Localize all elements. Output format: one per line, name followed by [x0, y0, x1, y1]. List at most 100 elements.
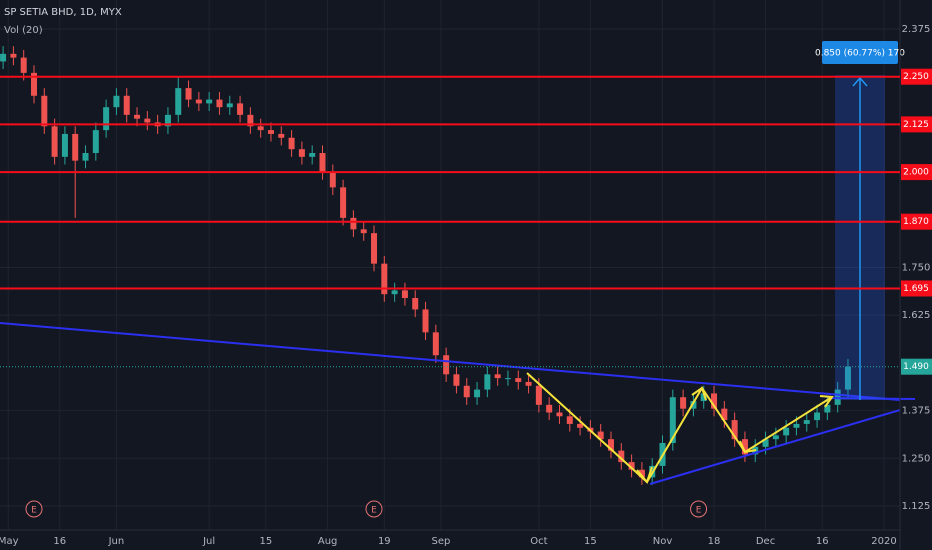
- event-marker: [25, 500, 43, 518]
- candle-body: [298, 149, 305, 157]
- candle-body: [484, 374, 491, 390]
- x-tick-label: Nov: [653, 536, 673, 547]
- candle-body: [0, 53, 7, 62]
- candle-body: [391, 290, 398, 295]
- candle-body: [669, 397, 676, 444]
- candle-body: [474, 389, 481, 398]
- candle-body: [185, 88, 192, 100]
- candle-body: [412, 298, 419, 310]
- candle-body: [844, 366, 851, 390]
- candle-body: [618, 450, 625, 463]
- event-marker: [690, 500, 708, 518]
- x-tick-label: 15: [259, 536, 272, 547]
- candle-body: [144, 118, 151, 123]
- candle-body: [31, 72, 38, 96]
- level-label: 2.000: [903, 168, 929, 178]
- candle-body: [92, 130, 99, 154]
- candle-body: [61, 133, 68, 157]
- y-tick-label: 1.750: [902, 262, 931, 273]
- candle-body: [504, 378, 511, 380]
- x-tick-label: Sep: [432, 536, 451, 547]
- candle-body: [824, 404, 831, 413]
- candle-body: [103, 107, 110, 131]
- candle-body: [350, 217, 357, 230]
- candle-body: [607, 439, 614, 451]
- candle-body: [525, 381, 532, 386]
- x-tick-label: 18: [708, 536, 721, 547]
- candle-body: [772, 435, 779, 440]
- candle-body: [10, 53, 17, 58]
- x-tick-label: Jun: [108, 536, 125, 547]
- candle-body: [515, 378, 522, 382]
- candle-body: [41, 95, 48, 127]
- x-tick-label: 15: [584, 536, 597, 547]
- y-tick-label: 1.375: [902, 406, 931, 417]
- candle-body: [494, 374, 501, 379]
- trend-line: [0, 322, 901, 401]
- candle-body: [113, 95, 120, 108]
- candle-body: [20, 57, 27, 73]
- candle-body: [340, 187, 347, 218]
- candle-body: [206, 99, 213, 104]
- level-label-box: [901, 116, 932, 133]
- y-tick-label: 1.625: [902, 310, 931, 321]
- x-tick-label: 19: [378, 536, 391, 547]
- y-tick-label: 2.375: [902, 24, 931, 35]
- candle-body: [381, 263, 388, 295]
- x-tick-label: May: [0, 536, 19, 547]
- candle-body: [123, 95, 130, 115]
- candle-body: [721, 408, 728, 421]
- event-label: E: [371, 506, 377, 516]
- candle-body: [638, 469, 645, 478]
- candle-body: [762, 439, 769, 447]
- candle-body: [329, 172, 336, 188]
- arrow-head: [691, 386, 707, 401]
- candle-body: [401, 290, 408, 299]
- candle-body: [288, 137, 295, 150]
- last-price-label: 1.490: [903, 362, 929, 372]
- candle-body: [690, 401, 697, 409]
- candle-body: [319, 153, 326, 173]
- candle-body: [72, 133, 79, 161]
- level-label-box: [901, 280, 932, 297]
- measure-label-box: [822, 41, 898, 64]
- x-tick-label: Jul: [202, 536, 215, 547]
- level-label-box: [901, 164, 932, 181]
- arrow-head: [739, 440, 757, 454]
- candle-body: [556, 412, 563, 417]
- trend-line: [649, 409, 901, 485]
- candle-body: [711, 393, 718, 409]
- candle-body: [741, 439, 748, 455]
- candle-body: [216, 99, 223, 108]
- candle-body: [134, 114, 141, 119]
- candle-body: [597, 431, 604, 440]
- candle-body: [628, 462, 635, 470]
- x-tick-label: 16: [816, 536, 829, 547]
- candle-body: [82, 153, 89, 161]
- subtitle: Vol (20): [4, 25, 43, 36]
- x-tick-label: Oct: [530, 536, 547, 547]
- event-label: E: [31, 506, 37, 516]
- candle-body: [535, 385, 542, 405]
- event-marker: [365, 500, 383, 518]
- last-price-box: [901, 358, 932, 375]
- arrow-head: [852, 76, 868, 87]
- chart-title: SP SETIA BHD, 1D, MYX: [4, 7, 122, 18]
- candle-body: [422, 309, 429, 333]
- level-label: 2.125: [903, 120, 929, 130]
- candle-body: [51, 126, 58, 157]
- candle-body: [577, 423, 584, 428]
- candle-body: [257, 126, 264, 131]
- level-label: 1.695: [903, 284, 929, 294]
- candle-body: [546, 404, 553, 413]
- event-label: E: [696, 506, 702, 516]
- candle-body: [371, 233, 378, 264]
- candle-body: [226, 103, 233, 108]
- level-label-box: [901, 213, 932, 230]
- candle-body: [195, 99, 202, 104]
- x-tick-label: 16: [53, 536, 66, 547]
- candle-body: [803, 420, 810, 424]
- candle-body: [463, 385, 470, 398]
